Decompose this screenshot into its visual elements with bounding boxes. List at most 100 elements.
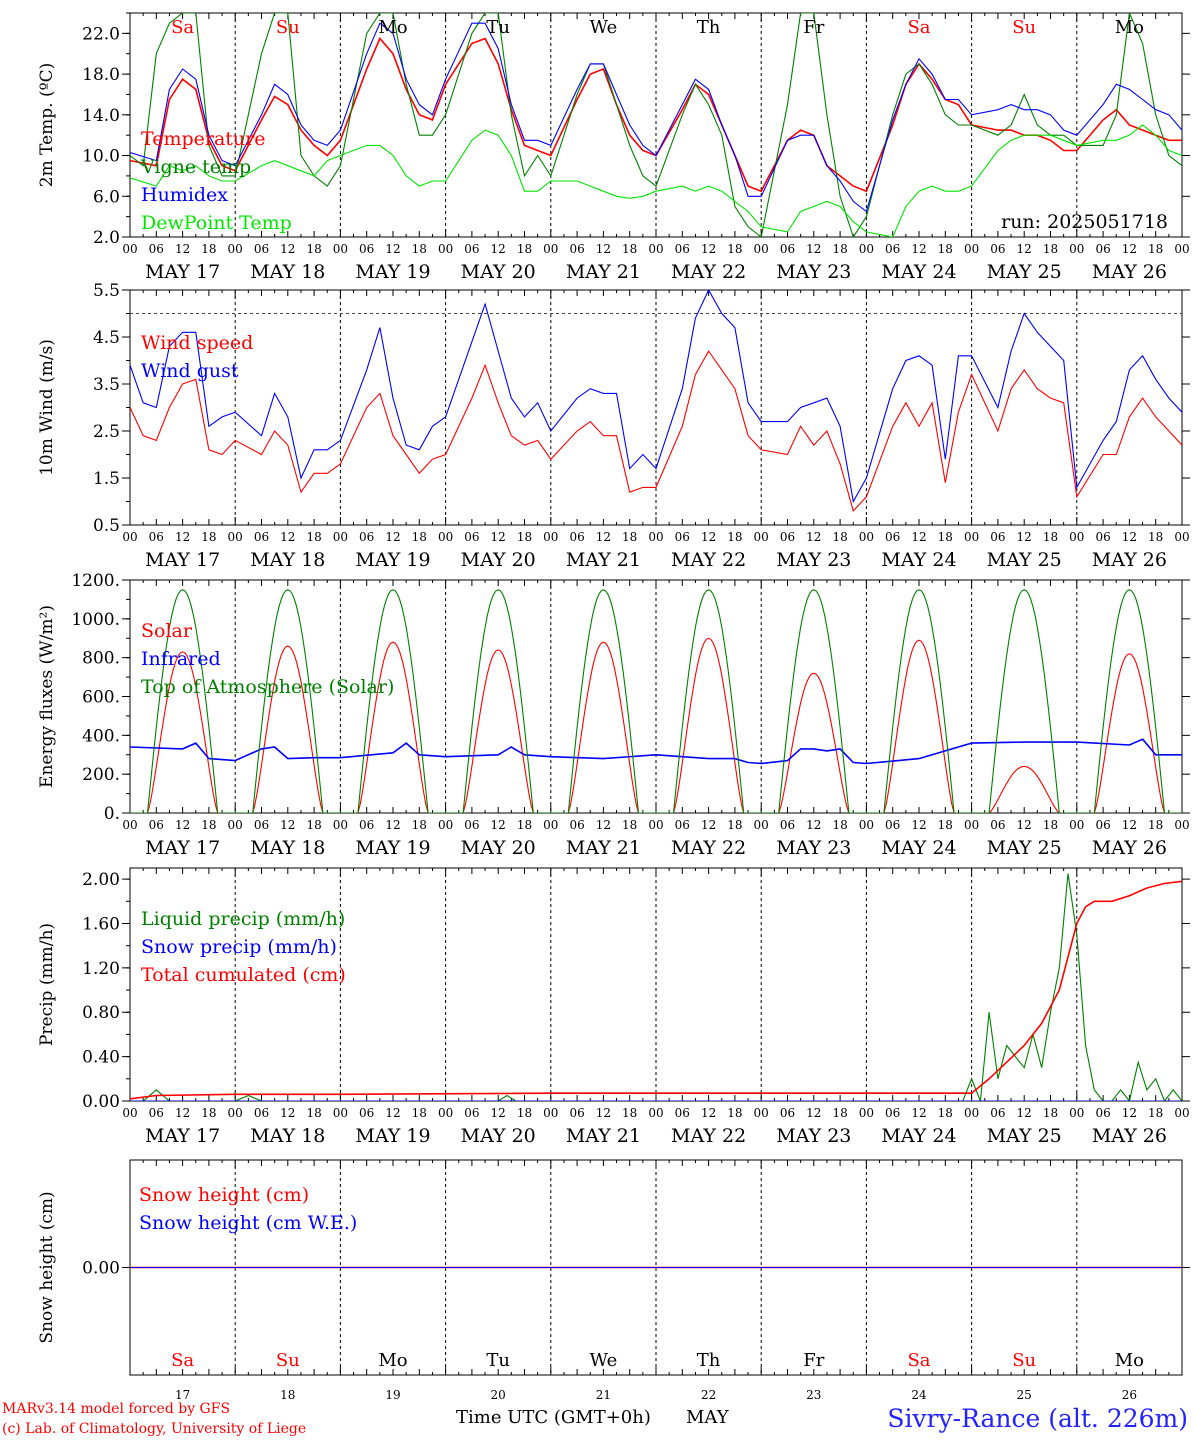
x-date-label: MAY 19 (355, 837, 430, 859)
y-tick-label: 0.80 (82, 1003, 120, 1023)
x-hour-label: 00 (964, 242, 979, 256)
x-date-label: MAY 18 (250, 837, 325, 859)
x-day-number: 25 (1017, 1388, 1032, 1402)
x-hour-label: 06 (254, 242, 269, 256)
x-hour-label: 12 (1122, 818, 1137, 832)
y-tick-label: 6.0 (93, 187, 120, 207)
x-hour-label: 00 (859, 818, 874, 832)
y-tick-label: 0.5 (93, 516, 120, 536)
x-day-number: 23 (806, 1388, 821, 1402)
x-hour-label: 18 (306, 1106, 321, 1120)
x-hour-label: 12 (491, 1106, 506, 1120)
x-hour-label: 00 (228, 1106, 243, 1120)
x-date-label: MAY 24 (881, 549, 956, 571)
x-hour-label: 18 (1043, 818, 1058, 832)
x-hour-label: 18 (1148, 818, 1163, 832)
x-date-label: MAY 22 (671, 261, 746, 283)
x-hour-label: 12 (806, 242, 821, 256)
weekday-label: Sa (171, 17, 194, 38)
x-hour-label: 12 (701, 242, 716, 256)
x-date-label: MAY 19 (355, 549, 430, 571)
x-hour-label: 18 (938, 818, 953, 832)
x-hour-label: 18 (306, 242, 321, 256)
x-hour-label: 12 (175, 1106, 190, 1120)
x-date-label: MAY 18 (250, 549, 325, 571)
x-hour-label: 12 (280, 242, 295, 256)
y-tick-label: 1.20 (82, 959, 120, 979)
weekday-label: Su (276, 17, 300, 38)
x-hour-label: 00 (543, 530, 558, 544)
x-hour-label: 18 (517, 242, 532, 256)
y-tick-label: 5.5 (93, 281, 120, 301)
x-hour-label: 06 (990, 530, 1005, 544)
x-date-label: MAY 20 (461, 1125, 536, 1147)
weekday-label: Fr (803, 1350, 824, 1371)
x-day-number: 21 (596, 1388, 611, 1402)
x-hour-label: 00 (964, 530, 979, 544)
x-date-label: MAY 17 (145, 1125, 220, 1147)
legend-entry: Snow height (cm) (139, 1184, 309, 1206)
x-hour-label: 18 (306, 530, 321, 544)
x-hour-label: 00 (859, 242, 874, 256)
x-day-number: 19 (385, 1388, 400, 1402)
x-date-label: MAY 23 (776, 549, 851, 571)
y-tick-label: 600. (82, 688, 120, 708)
x-hour-label: 06 (149, 818, 164, 832)
x-hour-label: 00 (1069, 1106, 1084, 1120)
x-hour-label: 12 (175, 818, 190, 832)
y-tick-label: 1.60 (82, 914, 120, 934)
x-hour-label: 18 (938, 1106, 953, 1120)
y-tick-label: 200. (82, 765, 120, 785)
x-hour-label: 12 (596, 530, 611, 544)
x-hour-label: 06 (1095, 242, 1110, 256)
x-hour-label: 00 (754, 530, 769, 544)
x-hour-label: 00 (543, 242, 558, 256)
x-date-label: MAY 21 (566, 1125, 641, 1147)
x-hour-label: 06 (885, 530, 900, 544)
x-axis-month: MAY (686, 1407, 730, 1428)
y-tick-label: 1.5 (93, 469, 120, 489)
x-hour-label: 00 (754, 818, 769, 832)
x-hour-label: 06 (254, 818, 269, 832)
legend-entry: Snow precip (mm/h) (141, 936, 337, 958)
x-hour-label: 06 (1095, 1106, 1110, 1120)
x-day-number: 26 (1122, 1388, 1137, 1402)
x-hour-label: 12 (1122, 242, 1137, 256)
x-date-label: MAY 23 (776, 261, 851, 283)
x-hour-label: 12 (911, 1106, 926, 1120)
x-hour-label: 12 (701, 818, 716, 832)
weekday-label: Th (697, 1350, 721, 1371)
x-hour-label: 06 (254, 1106, 269, 1120)
x-hour-label: 06 (464, 818, 479, 832)
x-hour-label: 12 (175, 530, 190, 544)
x-hour-label: 06 (675, 530, 690, 544)
y-tick-label: 10.0 (82, 147, 120, 167)
x-hour-label: 12 (385, 530, 400, 544)
x-hour-label: 18 (412, 1106, 427, 1120)
x-hour-label: 00 (438, 530, 453, 544)
x-hour-label: 18 (1148, 242, 1163, 256)
x-hour-label: 18 (306, 818, 321, 832)
x-date-label: MAY 17 (145, 549, 220, 571)
x-hour-label: 18 (622, 530, 637, 544)
x-hour-label: 12 (280, 818, 295, 832)
x-date-label: MAY 21 (566, 261, 641, 283)
x-date-label: MAY 17 (145, 261, 220, 283)
run-annotation: run: 2025051718 (1001, 211, 1168, 233)
x-hour-label: 00 (754, 242, 769, 256)
series-line (130, 124, 1182, 237)
x-date-label: MAY 17 (145, 837, 220, 859)
y-axis-title: Energy fluxes (W/m²) (37, 605, 57, 788)
x-hour-label: 00 (438, 818, 453, 832)
x-hour-label: 06 (885, 818, 900, 832)
legend-entry: DewPoint Temp (141, 212, 292, 234)
chart-panels: 2.0 6.0 10.0 14.0 18.0 22.0 2m Temp. (ºC) Tempe… (37, 12, 1190, 1402)
x-hour-label: 18 (517, 530, 532, 544)
x-hour-label: 12 (596, 242, 611, 256)
x-hour-label: 18 (727, 818, 742, 832)
y-tick-label: 2.0 (93, 228, 120, 248)
x-date-label: MAY 26 (1092, 837, 1167, 859)
footer: MARv3.14 model forced by GFS (c) Lab. of… (2, 1401, 1188, 1437)
x-hour-label: 12 (806, 818, 821, 832)
weekday-label: Mo (378, 1350, 407, 1371)
